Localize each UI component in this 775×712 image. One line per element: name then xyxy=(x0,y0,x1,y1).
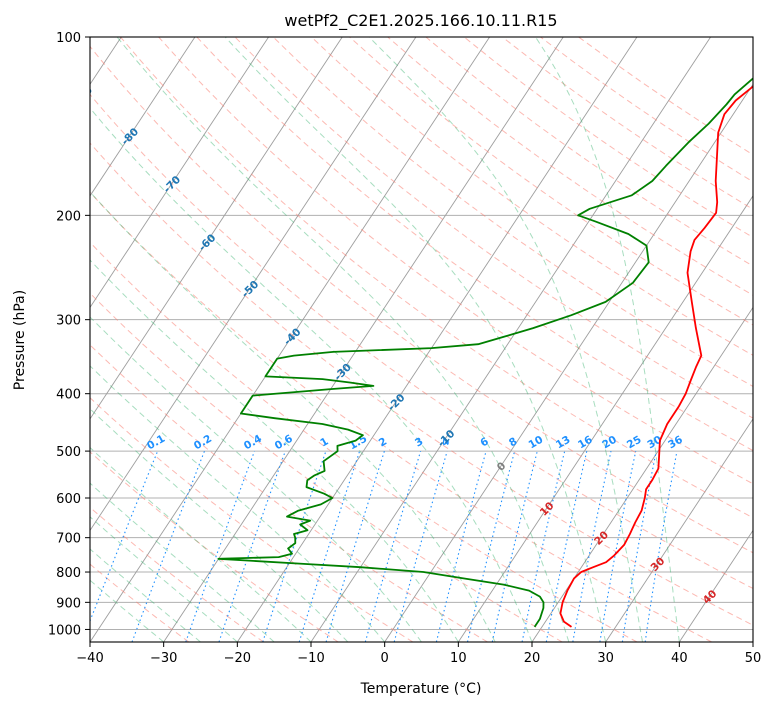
x-tick-label: 10 xyxy=(450,651,467,666)
y-axis-label: Pressure (hPa) xyxy=(12,290,28,390)
y-tick-label: 900 xyxy=(56,596,81,611)
y-tick-label: 400 xyxy=(56,388,81,403)
x-tick-label: −20 xyxy=(224,651,251,666)
x-tick-label: −30 xyxy=(150,651,177,666)
x-tick-label: −40 xyxy=(76,651,103,666)
chart-title: wetPf2_C2E1.2025.166.10.11.R15 xyxy=(284,11,557,31)
x-tick-label: −10 xyxy=(297,651,324,666)
x-tick-label: 50 xyxy=(745,651,762,666)
y-tick-label: 700 xyxy=(56,532,81,547)
x-tick-label: 40 xyxy=(671,651,688,666)
x-axis-label: Temperature (°C) xyxy=(360,681,482,697)
y-tick-label: 100 xyxy=(56,31,81,46)
y-tick-label: 800 xyxy=(56,566,81,581)
x-tick-label: 30 xyxy=(597,651,614,666)
y-tick-label: 300 xyxy=(56,314,81,329)
y-tick-label: 500 xyxy=(56,445,81,460)
y-tick-label: 200 xyxy=(56,209,81,224)
x-tick-label: 20 xyxy=(524,651,541,666)
x-tick-label: 0 xyxy=(381,651,389,666)
y-tick-label: 600 xyxy=(56,492,81,507)
y-tick-label: 1000 xyxy=(48,623,81,638)
